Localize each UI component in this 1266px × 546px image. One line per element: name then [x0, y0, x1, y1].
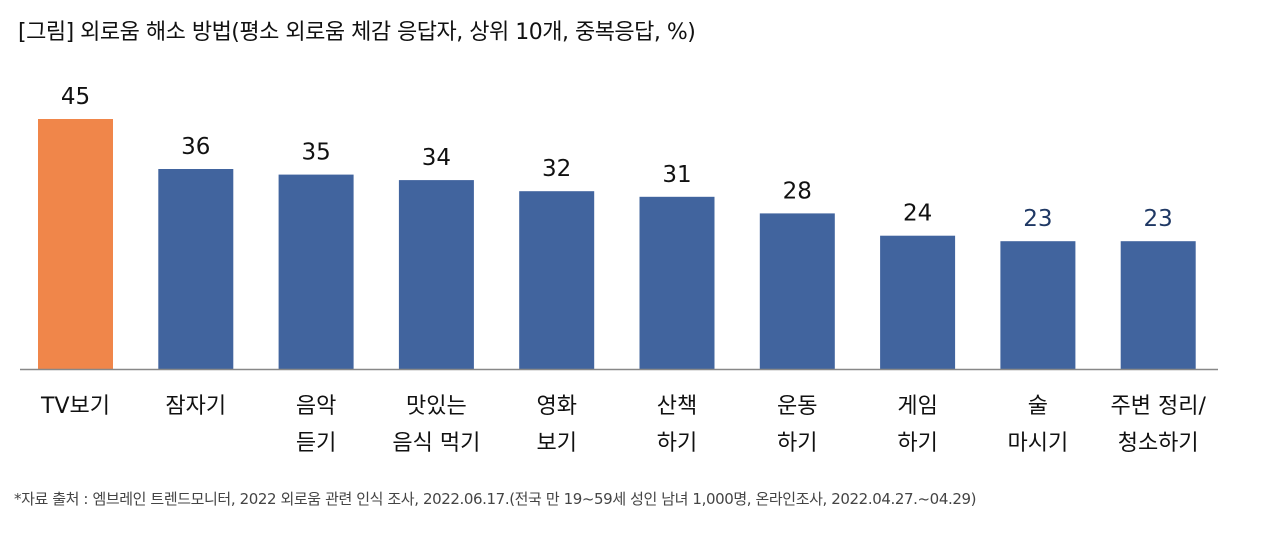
category-label-line: 음악 [296, 394, 336, 419]
bar-5 [639, 196, 715, 369]
chart-title: [그림] 외로움 해소 방법(평소 외로움 체감 응답자, 상위 10개, 중복… [18, 20, 696, 45]
bar-8 [1000, 241, 1076, 369]
value-label-8: 23 [1023, 206, 1052, 232]
category-label-line: 하기 [777, 431, 817, 456]
bar-2 [278, 174, 354, 369]
bar-9 [1120, 241, 1196, 369]
bar-1 [158, 169, 234, 369]
bar-6 [759, 213, 835, 369]
value-label-4: 32 [542, 156, 571, 182]
category-label-line: 게임 [897, 394, 937, 419]
category-label-1: 잠자기 [165, 394, 226, 419]
category-label-line: 마시기 [1008, 431, 1069, 456]
category-label-line: 맛있는 [406, 394, 467, 419]
bar-4 [519, 191, 595, 369]
bar-3 [398, 180, 474, 369]
category-label-line: 보기 [536, 431, 576, 456]
value-label-6: 28 [783, 178, 812, 204]
category-label-line: 하기 [897, 431, 937, 456]
category-label-line: 운동 [777, 394, 817, 419]
value-label-2: 35 [301, 140, 330, 166]
category-label-line: TV보기 [40, 394, 110, 419]
value-label-7: 24 [903, 201, 932, 227]
category-label-line: 술 [1028, 394, 1048, 419]
bar-0 [38, 119, 113, 369]
source-note: *자료 출처 : 엠브레인 트렌드모니터, 2022 외로움 관련 인식 조사,… [14, 490, 977, 508]
category-label-9: 주변 정리/청소하기 [1111, 394, 1207, 456]
category-label-0: TV보기 [40, 394, 110, 419]
category-label-line: 음식 먹기 [392, 431, 480, 456]
category-label-line: 잠자기 [165, 394, 226, 419]
value-label-0: 45 [61, 84, 90, 110]
bars-group [38, 119, 1196, 369]
value-label-1: 36 [181, 134, 210, 160]
category-label-line: 청소하기 [1118, 431, 1199, 456]
category-label-line: 영화 [536, 394, 576, 419]
value-label-9: 23 [1144, 206, 1173, 232]
category-label-line: 주변 정리/ [1111, 394, 1207, 419]
category-label-line: 듣기 [296, 431, 336, 456]
category-label-line: 하기 [657, 431, 697, 456]
value-label-3: 34 [422, 145, 451, 171]
bar-7 [880, 235, 956, 369]
category-label-line: 산책 [657, 394, 697, 419]
value-labels-group: 45 36 35 34 32 31 28 24 23 23 [61, 84, 1173, 232]
value-label-5: 31 [662, 162, 691, 188]
